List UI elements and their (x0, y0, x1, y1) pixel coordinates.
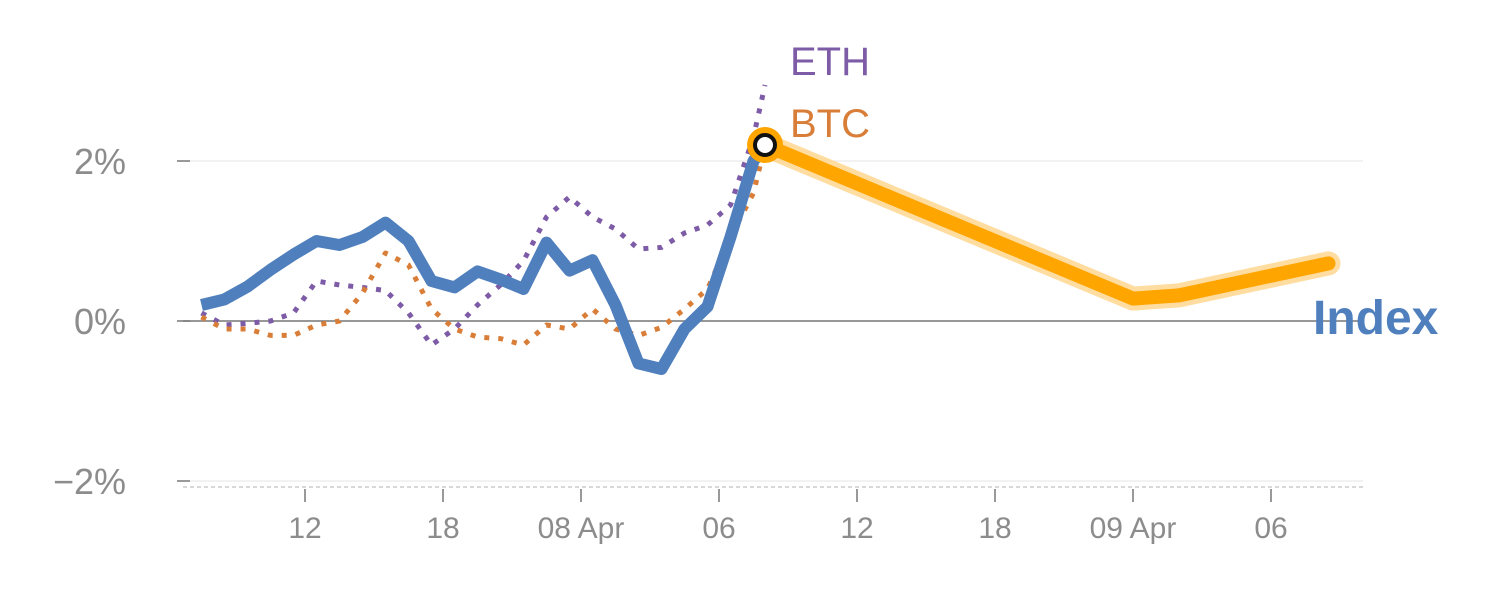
y-tick-label: 2% (74, 141, 126, 182)
series-label-index: Index (1313, 292, 1439, 345)
series-label-eth: ETH (790, 40, 870, 84)
y-tick-label: 0% (74, 301, 126, 342)
x-axis: 12 18 08 Apr 06 12 18 09 Apr 06 (183, 486, 1363, 545)
series-line-highlight (758, 138, 1336, 306)
grid-lines (183, 160, 1363, 482)
x-tick-label: 06 (1254, 512, 1287, 545)
current-point-marker (753, 133, 777, 157)
x-tick-label: 18 (426, 512, 459, 545)
x-tick-label: 09 Apr (1090, 512, 1177, 545)
x-tick-label: 12 (840, 512, 873, 545)
series-line-eth (200, 84, 768, 348)
series-label-btc: BTC (790, 102, 870, 146)
series-line-btc (200, 144, 768, 348)
y-tick-label: −2% (53, 461, 126, 502)
x-tick-label: 18 (978, 512, 1011, 545)
series-line-index (200, 141, 770, 375)
series-layer (200, 84, 1341, 375)
x-tick-label: 06 (702, 512, 735, 545)
x-tick-label: 08 Apr (538, 512, 625, 545)
y-axis: 2% 0% −2% (53, 141, 190, 502)
x-tick-label: 12 (288, 512, 321, 545)
marker-layer (747, 127, 783, 163)
